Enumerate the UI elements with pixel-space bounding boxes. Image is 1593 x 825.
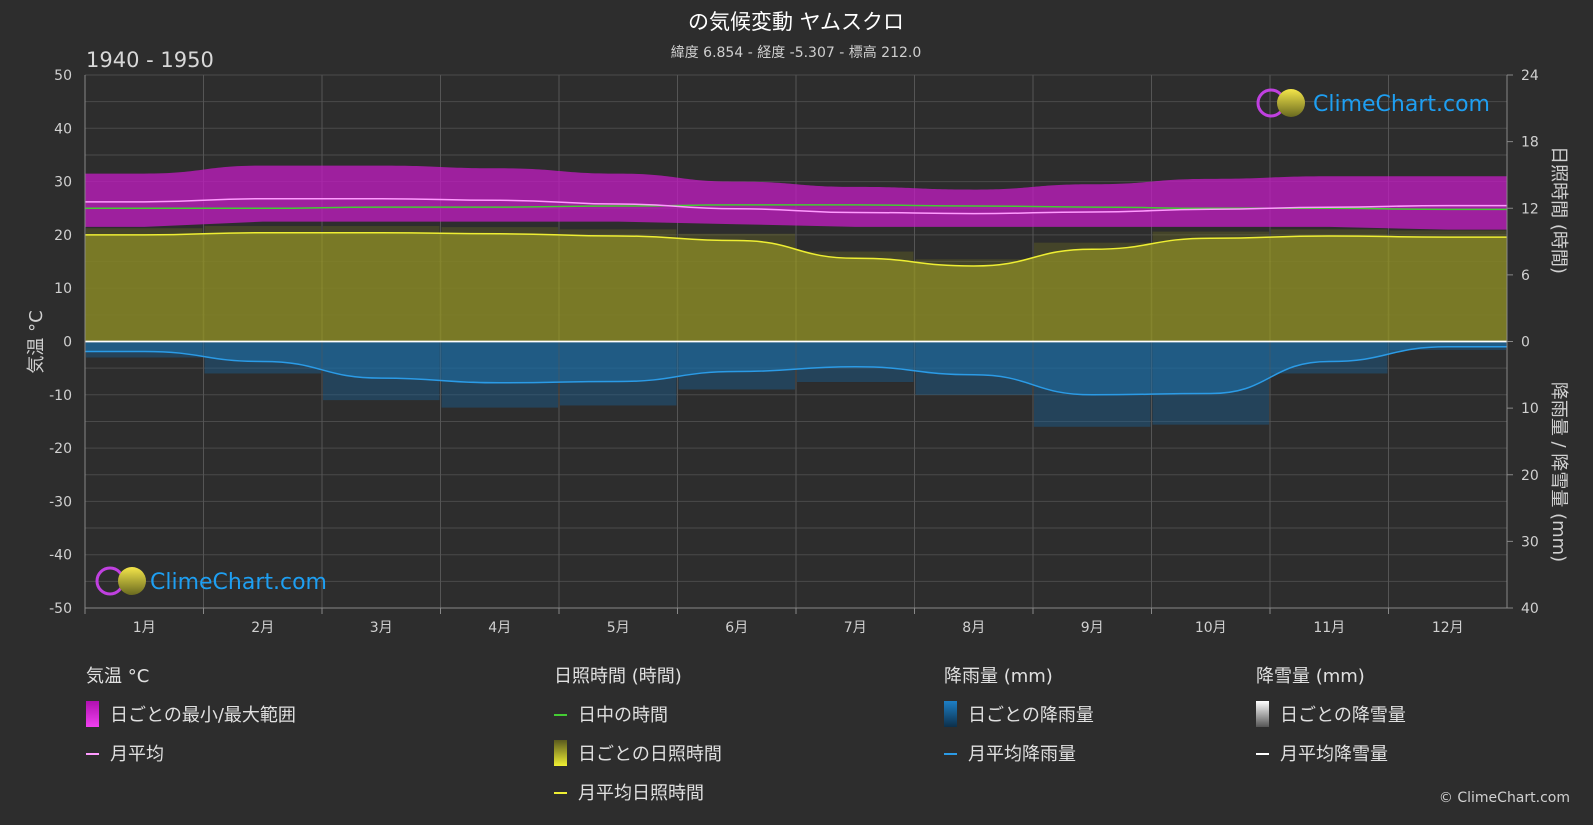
sunshine-bar — [323, 226, 440, 342]
left-tick-label: 40 — [54, 121, 72, 137]
sunshine-bar — [1034, 242, 1151, 342]
right-top-tick-label: 6 — [1521, 268, 1530, 284]
logo-top-text: ClimeChart.com — [1313, 92, 1490, 117]
right-bottom-tick-label: 10 — [1521, 401, 1539, 417]
rain-layer — [85, 341, 1507, 427]
left-tick-label: -40 — [49, 548, 72, 564]
sunshine-area — [85, 232, 1507, 342]
legend-sun-head: 日照時間 (時間) — [554, 666, 682, 687]
month-label: 11月 — [1313, 620, 1345, 636]
month-label: 1月 — [133, 620, 156, 636]
legend-temp-range: 日ごとの最小/最大範囲 — [110, 705, 296, 726]
logo-globe-icon — [1277, 89, 1305, 117]
logo-bottom-text: ClimeChart.com — [150, 570, 327, 595]
left-tick-label: -20 — [49, 441, 72, 457]
temp-range-band — [85, 165, 1507, 230]
month-label: 10月 — [1195, 620, 1227, 636]
month-label: 3月 — [370, 620, 393, 636]
right-bottom-tick-label: 40 — [1521, 601, 1539, 617]
month-label: 9月 — [1081, 620, 1104, 636]
axes: 50 40 30 20 10 0 -10 -20 -30 -40 -50 24 18 12 6 0 10 20 30… — [49, 68, 1539, 636]
left-tick-label: 30 — [54, 175, 72, 191]
right-top-tick-label: 0 — [1521, 335, 1530, 351]
sunshine-bar — [915, 259, 1032, 342]
sunshine-avg-line — [85, 231, 1507, 267]
sunshine-bar — [678, 233, 795, 342]
right-axis-title-sunshine: 日照時間 (時間) — [1548, 146, 1569, 274]
legend-snow-avg-swatch — [1256, 753, 1269, 755]
month-label: 8月 — [962, 620, 985, 636]
legend-sun-daily-swatch — [554, 740, 567, 766]
sunshine-bar — [441, 227, 558, 342]
copyright: © ClimeChart.com — [1439, 790, 1570, 806]
sunshine-bar — [86, 228, 203, 342]
legend-rain-avg-swatch — [944, 753, 957, 755]
legend-snow-daily-swatch — [1256, 701, 1269, 727]
rain-avg-line — [85, 346, 1507, 396]
sunshine-bar — [1389, 230, 1506, 342]
legend-sun-avg-swatch — [554, 792, 567, 794]
right-top-tick-label: 12 — [1521, 201, 1539, 217]
sunshine-bar — [560, 229, 677, 342]
legend-daylight: 日中の時間 — [578, 705, 668, 726]
legend-sun-avg: 月平均日照時間 — [578, 783, 704, 804]
legend-rain-daily: 日ごとの降雨量 — [968, 705, 1094, 726]
logo-globe-icon — [118, 567, 146, 595]
legend-rain-daily-swatch — [944, 701, 957, 727]
left-axis-title: 気温 °C — [26, 310, 47, 373]
month-label: 6月 — [725, 620, 748, 636]
legend-snow-daily: 日ごとの降雪量 — [1280, 705, 1406, 726]
right-axis-title-precip: 降雨量 / 降雪量 (mm) — [1548, 382, 1569, 562]
legend-temp-avg: 月平均 — [110, 744, 164, 765]
right-bottom-tick-label: 20 — [1521, 468, 1539, 484]
sunshine-bar — [204, 226, 321, 342]
right-top-tick-label: 18 — [1521, 135, 1539, 151]
right-top-tick-label: 24 — [1521, 68, 1539, 84]
chart-subtitle: 緯度 6.854 - 経度 -5.307 - 標高 212.0 — [671, 44, 922, 61]
chart-title: の気候変動 ヤムスクロ — [688, 10, 904, 34]
left-tick-label: 20 — [54, 228, 72, 244]
legend-temp-range-swatch — [86, 701, 99, 727]
logo-top[interactable]: ClimeChart.com — [1256, 88, 1490, 118]
left-tick-label: -30 — [49, 494, 72, 510]
left-tick-label: 50 — [54, 68, 72, 84]
legend-daylight-swatch — [554, 714, 567, 716]
month-label: 2月 — [251, 620, 274, 636]
legend-temp-avg-swatch — [86, 753, 99, 755]
legend-temp-head: 気温 °C — [86, 666, 149, 687]
month-label: 7月 — [844, 620, 867, 636]
sunshine-bar — [1152, 231, 1269, 342]
legend-snow-avg: 月平均降雪量 — [1280, 744, 1388, 765]
legend-snow-head: 降雪量 (mm) — [1256, 666, 1365, 687]
temp-avg-line — [85, 197, 1507, 215]
left-tick-label: 10 — [54, 281, 72, 297]
sunshine-layer — [85, 226, 1507, 342]
period-label: 1940 - 1950 — [86, 48, 214, 72]
right-bottom-tick-label: 30 — [1521, 534, 1539, 550]
rain-area — [85, 341, 1507, 395]
legend: 気温 °C 日ごとの最小/最大範囲 月平均 日照時間 (時間) 日中の時間 日ご… — [86, 666, 1406, 804]
month-label: 12月 — [1432, 620, 1464, 636]
month-label: 4月 — [488, 620, 511, 636]
left-tick-label: -10 — [49, 388, 72, 404]
left-tick-label: 0 — [63, 335, 72, 351]
legend-rain-head: 降雨量 (mm) — [944, 666, 1053, 687]
legend-sun-daily: 日ごとの日照時間 — [578, 744, 722, 765]
sunshine-bar — [1271, 229, 1388, 342]
logo-bottom[interactable]: ClimeChart.com — [95, 566, 327, 596]
sunshine-bar — [797, 251, 914, 342]
month-label: 5月 — [607, 620, 630, 636]
average-lines — [84, 197, 1507, 396]
legend-rain-avg: 月平均降雨量 — [968, 744, 1076, 765]
left-tick-label: -50 — [49, 601, 72, 617]
